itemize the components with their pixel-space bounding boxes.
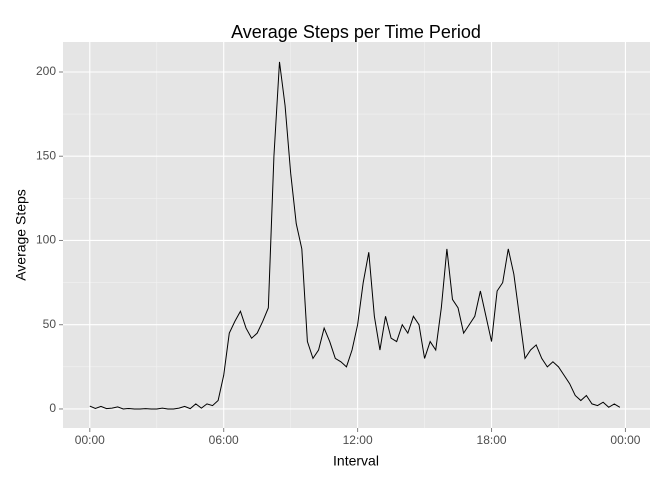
- y-tick-label: 50: [43, 317, 57, 331]
- x-tick-label: 00:00: [75, 433, 105, 447]
- x-tick-label: 06:00: [209, 433, 239, 447]
- y-tick-label: 100: [36, 233, 56, 247]
- y-tick-label: 200: [36, 64, 56, 78]
- data-line: [89, 61, 621, 410]
- y-tick-label: 0: [49, 401, 56, 415]
- x-tick-label: 12:00: [343, 433, 373, 447]
- x-tick-label: 18:00: [477, 433, 507, 447]
- x-tick-label: 00:00: [610, 433, 640, 447]
- x-axis-label: Interval: [333, 453, 379, 469]
- y-tick-label: 150: [36, 148, 56, 162]
- y-axis-label: Average Steps: [13, 189, 29, 281]
- plot-panel: [63, 42, 650, 428]
- chart-title: Average Steps per Time Period: [231, 22, 481, 42]
